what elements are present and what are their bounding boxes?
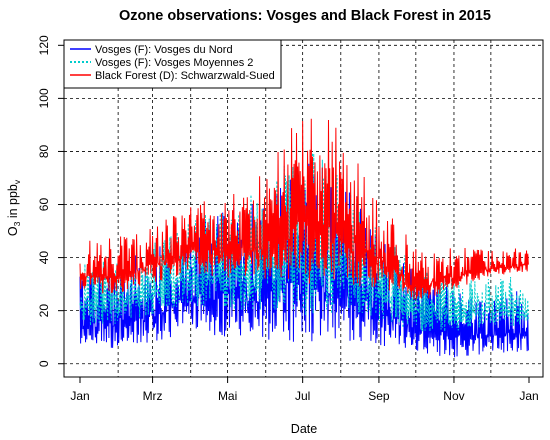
y-axis-label-subv: v [12,179,22,184]
y-tick-label-4: 80 [37,144,51,158]
legend-label-1: Vosges (F): Vosges Moyennes 2 [95,57,253,69]
chart-title: Ozone observations: Vosges and Black For… [119,8,491,24]
y-tick-label-2: 40 [37,251,51,265]
legend-label-0: Vosges (F): Vosges du Nord [95,44,233,56]
x-axis-label: Date [291,422,317,436]
x-tick-label-6: Jan [519,389,538,403]
plot-series [79,118,529,358]
y-tick-label-5: 100 [37,88,51,108]
y-axis-label-mid: in ppb [6,184,20,222]
y-tick-label-0: 0 [37,360,51,367]
y-tick-label-3: 60 [37,198,51,212]
legend-box [63,39,282,89]
x-tick-label-3: Jul [295,389,310,403]
y-tick-label-1: 20 [37,304,51,318]
y-axis-label-main: O [6,226,20,236]
x-tick-label-5: Nov [443,389,464,403]
y-axis-label-sub3: 3 [12,221,22,226]
y-tick-label-6: 120 [37,35,51,55]
x-tick-label-1: Mrz [143,389,163,403]
legend-label-2: Black Forest (D): Schwarzwald-Sued [95,70,275,82]
y-axis-label: O3 in ppbv [6,179,22,236]
x-axis: Jan Mrz Mai Jul Sep Nov Jan [70,377,539,403]
series-line-2 [79,118,529,300]
x-tick-label-0: Jan [70,389,89,403]
x-tick-label-2: Mai [218,389,237,403]
y-axis: 0 20 40 60 80 100 120 [37,35,64,367]
x-tick-label-4: Sep [368,389,390,403]
plot-frame [63,39,544,378]
